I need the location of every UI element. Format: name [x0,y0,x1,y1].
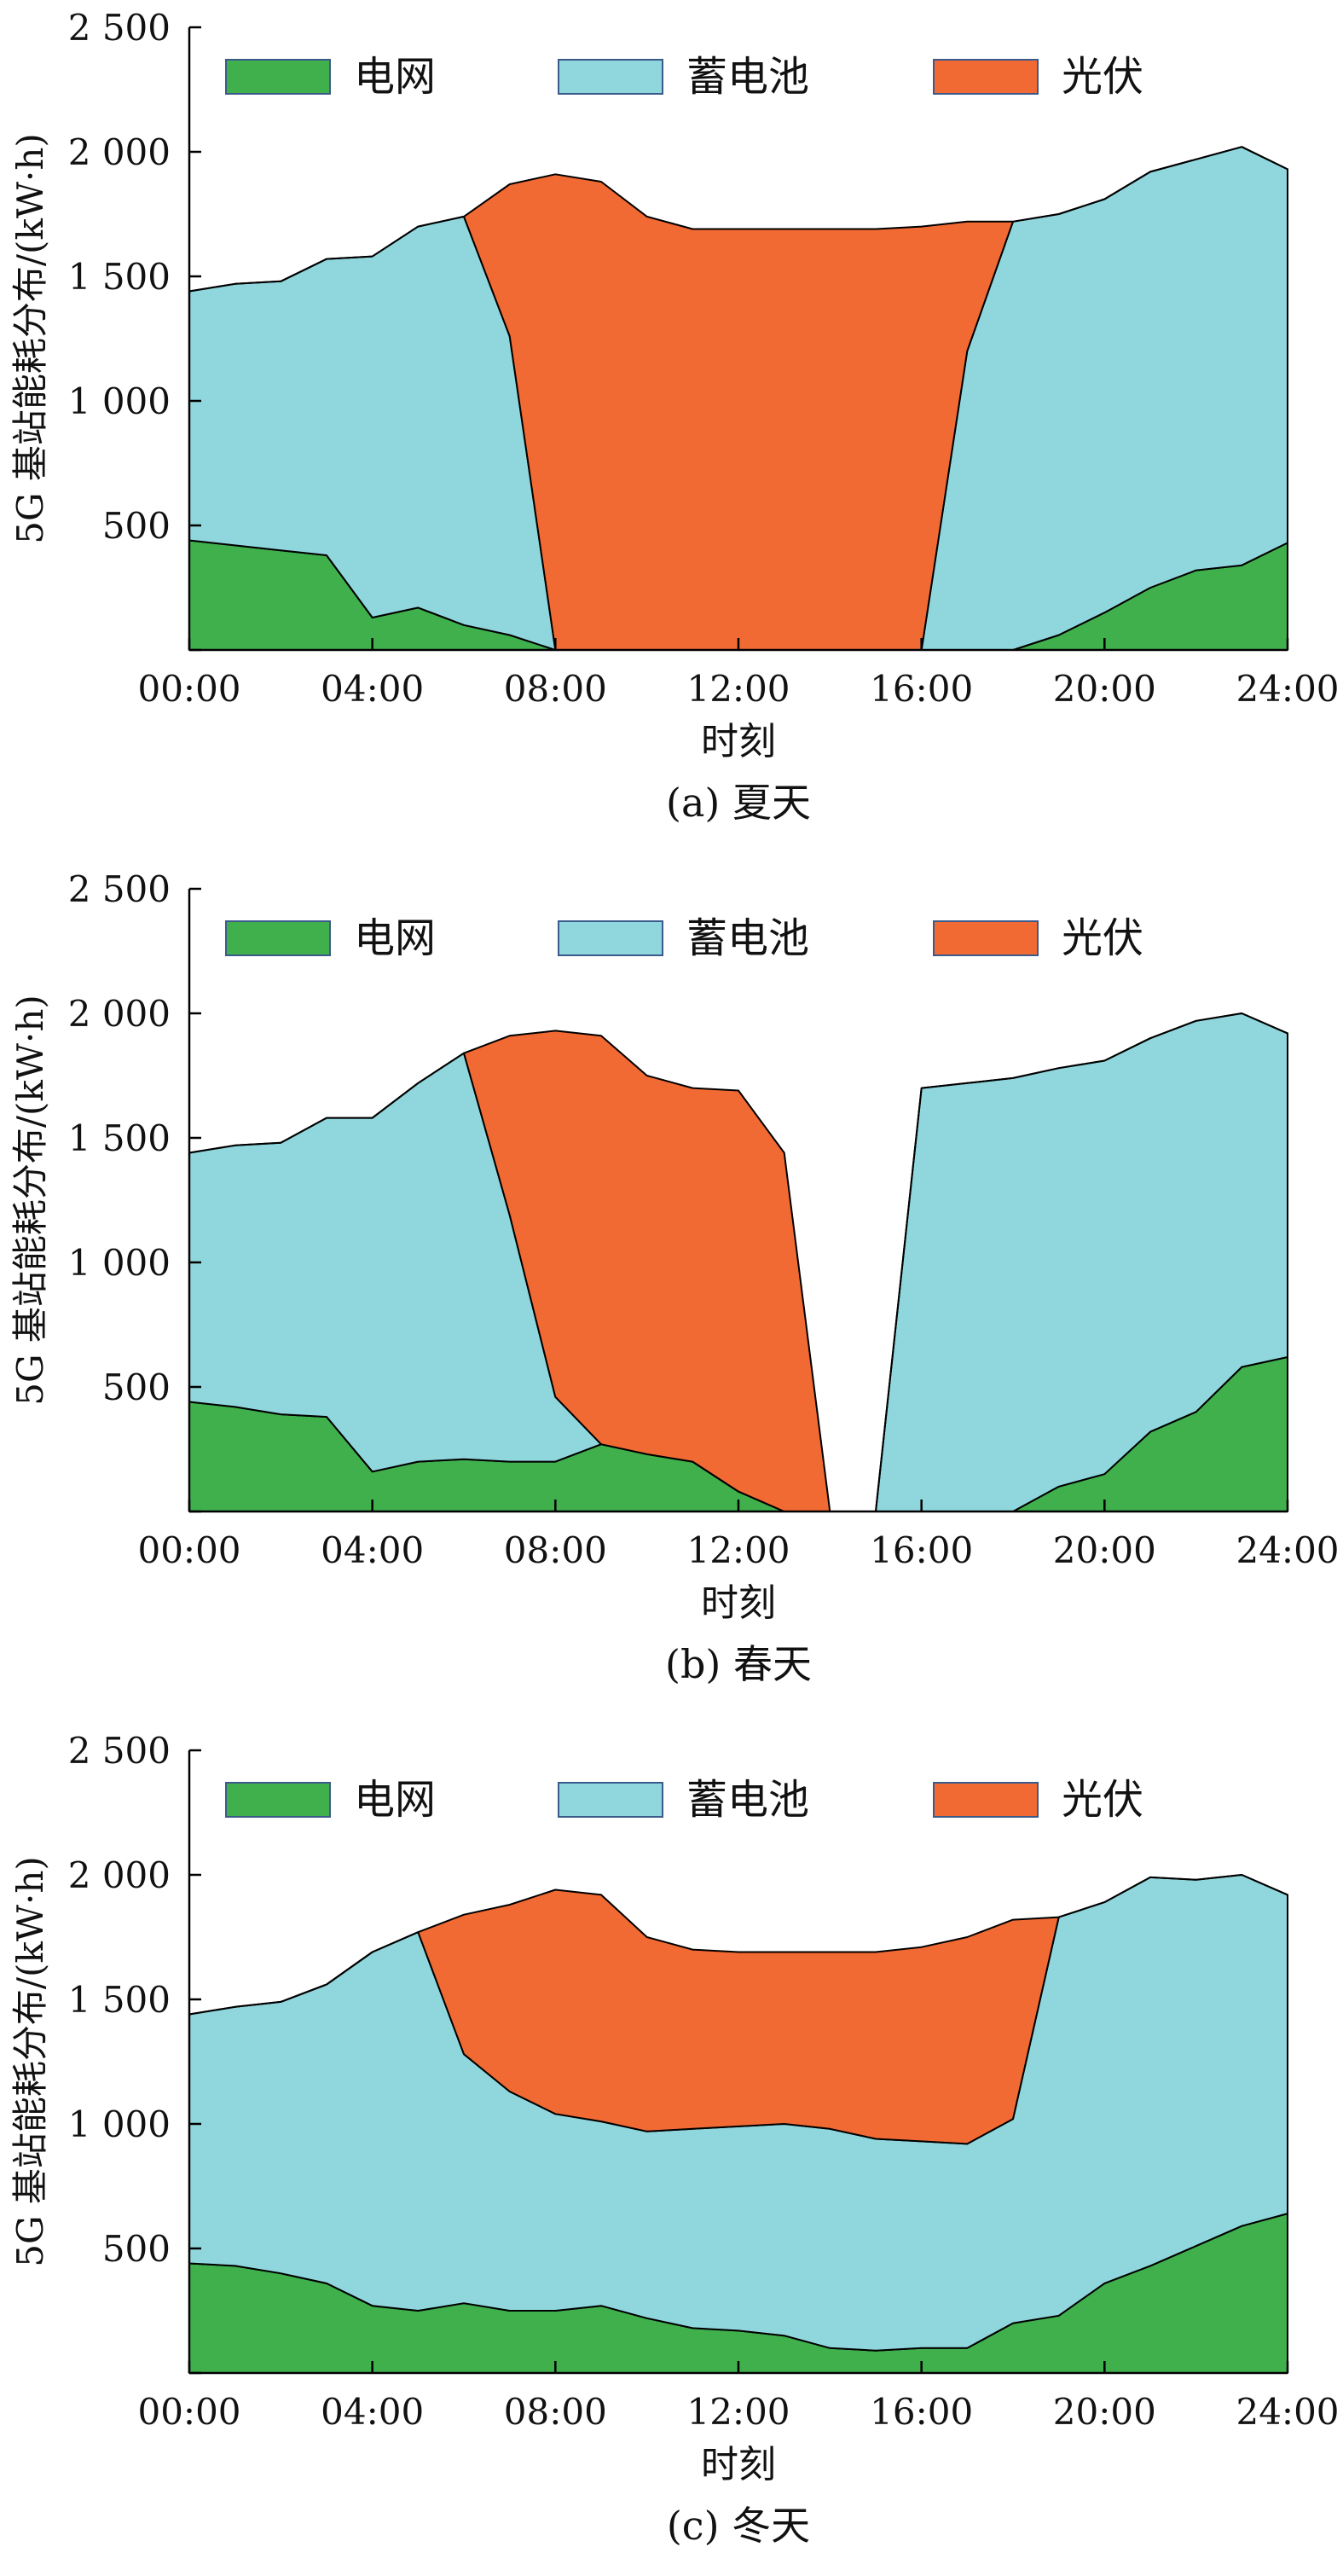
x-tick-label: 00:00 [137,1529,240,1571]
y-tick-label: 500 [102,2228,171,2270]
x-tick-label: 04:00 [321,668,424,710]
chart-panel-2: 500 1 000 1 500 2 000 2 500 00:00 04:00 08:00 12… [9,868,1340,1687]
area-series-3 [188,1012,1288,1512]
x-tick-label: 16:00 [870,1529,973,1571]
y-axis-label: 5G 基站能耗分布/(kW·h) [9,1856,51,2267]
x-tick-label: 00:00 [137,2391,240,2433]
legend-label: 光伏 [1062,914,1143,962]
legend-label: 光伏 [1062,1776,1143,1824]
legend-swatch [225,920,331,956]
x-tick-label: 24:00 [1236,2391,1339,2433]
chart-title: (c) 冬天 [667,2503,810,2549]
x-axis-label: 时刻 [701,720,776,763]
y-axis-label: 5G 基站能耗分布/(kW·h) [9,995,51,1406]
legend-item: 电网 [225,914,436,962]
y-tick-label: 2 000 [68,1854,171,1896]
legend-item: 光伏 [933,53,1143,101]
x-tick-label: 08:00 [504,668,607,710]
legend-label: 电网 [354,1776,436,1824]
y-tick-label: 2 500 [68,868,171,910]
legend-swatch [558,59,663,95]
legend-label: 蓄电池 [686,53,809,101]
chart-panel-1: 500 1 000 1 500 2 000 2 500 00:00 04:00 08:00 12… [9,7,1340,826]
x-tick-label: 16:00 [870,2391,973,2433]
y-tick-label: 2 500 [68,7,171,49]
legend-item: 光伏 [933,1776,1143,1824]
x-tick-label: 04:00 [321,2391,424,2433]
x-tick-label: 12:00 [686,1529,790,1571]
chart-title: (b) 春天 [665,1641,812,1687]
legend-label: 电网 [354,914,436,962]
chart-title: (a) 夏天 [666,780,811,826]
y-tick-label: 1 500 [68,1979,171,2021]
x-tick-label: 08:00 [504,1529,607,1571]
area-series-3 [188,1874,1288,2145]
x-tick-label: 16:00 [870,668,973,710]
legend-swatch [933,59,1039,95]
y-tick-label: 1 000 [68,2103,171,2145]
legend-item: 电网 [225,53,436,101]
legend-swatch [933,920,1039,956]
y-tick-label: 1 000 [68,1242,171,1284]
y-axis-label: 5G 基站能耗分布/(kW·h) [9,133,51,544]
y-tick-label: 1 500 [68,256,171,298]
x-tick-label: 12:00 [686,668,790,710]
chart-panel-3: 500 1 000 1 500 2 000 2 500 00:00 04:00 08:00 12… [9,1730,1340,2549]
legend-item: 蓄电池 [558,53,809,101]
y-tick-label: 500 [102,1366,171,1408]
x-tick-label: 20:00 [1053,668,1156,710]
legend-item: 电网 [225,1776,436,1824]
y-tick-label: 2 000 [68,131,171,173]
x-tick-label: 00:00 [137,668,240,710]
legend-label: 电网 [354,53,436,101]
x-tick-label: 24:00 [1236,1529,1339,1571]
y-tick-label: 2 500 [68,1730,171,1772]
x-tick-label: 20:00 [1053,1529,1156,1571]
x-tick-label: 04:00 [321,1529,424,1571]
legend-swatch [225,59,331,95]
x-axis-label: 时刻 [701,1581,776,1625]
y-tick-label: 500 [102,505,171,547]
legend-swatch [933,1782,1039,1818]
legend-swatch [558,920,663,956]
legend-label: 蓄电池 [686,914,809,962]
x-tick-label: 08:00 [504,2391,607,2433]
x-axis-label: 时刻 [701,2443,776,2486]
x-tick-label: 12:00 [686,2391,790,2433]
y-tick-label: 1 000 [68,380,171,422]
legend-label: 蓄电池 [686,1776,809,1824]
legend-swatch [225,1782,331,1818]
legend-swatch [558,1782,663,1818]
x-tick-label: 24:00 [1236,668,1339,710]
legend-label: 光伏 [1062,53,1143,101]
y-tick-label: 2 000 [68,993,171,1035]
legend-item: 蓄电池 [558,1776,809,1824]
legend-item: 蓄电池 [558,914,809,962]
legend-item: 光伏 [933,914,1143,962]
y-tick-label: 1 500 [68,1117,171,1159]
x-tick-label: 20:00 [1053,2391,1156,2433]
